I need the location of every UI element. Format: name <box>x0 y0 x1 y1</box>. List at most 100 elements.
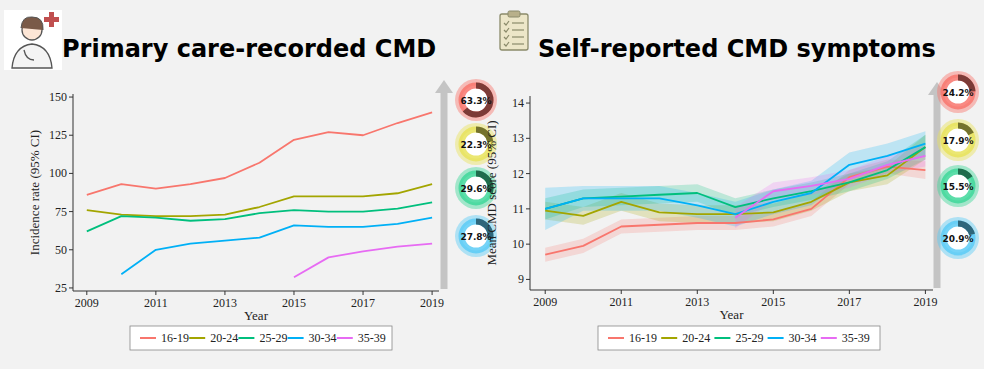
legend-label: 35-39 <box>842 331 870 345</box>
x-tick <box>86 291 87 295</box>
x-tick <box>849 290 850 294</box>
icon-hair <box>21 17 43 30</box>
y-tick-label: 9 <box>518 272 524 286</box>
icon-check <box>504 42 509 46</box>
x-tick <box>621 290 622 294</box>
icon-stethoscope <box>24 50 34 60</box>
donut-label: 20.9% <box>942 234 973 244</box>
series-line <box>545 147 925 216</box>
legend-swatch <box>714 337 730 339</box>
y-tick <box>69 135 73 136</box>
percent-donut: 24.2% <box>937 71 979 113</box>
x-tick <box>224 291 225 295</box>
plot-area <box>545 131 925 262</box>
legend-label: 25-29 <box>735 331 763 345</box>
donut-bg <box>937 71 979 113</box>
percent-donut: 15.5% <box>937 165 979 207</box>
ci-band <box>545 131 925 230</box>
legend-swatch <box>189 337 205 339</box>
x-tick <box>293 291 294 295</box>
x-axis-line <box>73 291 439 292</box>
y-axis-line <box>530 96 531 290</box>
series-line <box>294 244 432 278</box>
y-axis-title: Incidence rate (95% CI) <box>27 130 42 255</box>
x-axis-title: Year <box>244 308 269 323</box>
icon-line <box>512 36 524 37</box>
doctor-icon <box>4 10 62 70</box>
plot-area <box>87 112 432 277</box>
x-tick-label: 2013 <box>685 295 709 309</box>
x-tick <box>432 291 433 295</box>
x-tick <box>363 291 364 295</box>
y-tick-label: 25 <box>55 281 67 295</box>
icon-clip <box>508 11 520 17</box>
legend-swatch <box>238 337 254 339</box>
y-tick <box>526 244 530 245</box>
chart: Self-reported CMD symptoms91011121314200… <box>484 11 979 350</box>
icon-body <box>12 44 52 68</box>
y-tick <box>69 287 73 288</box>
y-tick <box>526 173 530 174</box>
x-tick-label: 2009 <box>533 295 557 309</box>
y-tick <box>69 249 73 250</box>
donut-label: 24.2% <box>942 88 973 98</box>
donut-bg <box>937 165 979 207</box>
legend-swatch <box>288 337 304 339</box>
x-tick <box>545 290 546 294</box>
clipboard-icon <box>500 11 528 50</box>
icon-cross <box>44 12 59 27</box>
legend-label: 25-29 <box>259 331 287 345</box>
y-tick <box>526 138 530 139</box>
x-tick-label: 2011 <box>144 296 168 310</box>
legend-swatch <box>140 337 156 339</box>
x-tick <box>155 291 156 295</box>
y-tick-label: 13 <box>512 131 524 145</box>
icon-line <box>512 29 524 30</box>
x-tick-label: 2011 <box>609 295 633 309</box>
y-tick-label: 12 <box>512 167 524 181</box>
donut-label: 17.9% <box>942 136 973 146</box>
percent-donut: 17.9% <box>937 119 979 161</box>
x-tick-label: 2015 <box>282 296 306 310</box>
legend: 16-1920-2425-2930-3435-39 <box>130 326 392 350</box>
x-tick-label: 2019 <box>420 296 444 310</box>
legend-label: 16-19 <box>161 331 189 345</box>
chart: Primary care-recorded CMD255075100125150… <box>4 10 497 350</box>
y-tick-label: 75 <box>55 205 67 219</box>
series-line <box>121 218 432 275</box>
y-tick-label: 10 <box>512 237 524 251</box>
icon-check <box>504 21 509 25</box>
x-tick <box>773 290 774 294</box>
percent-donut: 20.9% <box>937 217 979 259</box>
series-line <box>87 112 432 194</box>
y-tick-label: 125 <box>49 128 67 142</box>
legend-label: 20-24 <box>682 331 710 345</box>
series-line <box>87 202 432 231</box>
y-axis-line <box>73 94 74 291</box>
x-tick-label: 2017 <box>837 295 861 309</box>
y-tick <box>526 103 530 104</box>
legend-swatch <box>821 337 837 339</box>
x-tick <box>925 290 926 294</box>
icon-board <box>500 14 528 50</box>
donut-label: 63.3% <box>460 96 491 106</box>
x-tick-label: 2019 <box>913 295 937 309</box>
series-line <box>545 147 925 209</box>
legend-swatch <box>661 337 677 339</box>
y-tick-label: 14 <box>512 96 524 110</box>
icon-check <box>504 28 509 32</box>
icon-line <box>512 22 524 23</box>
donut-bg <box>937 217 979 259</box>
trend-arrow-shaft <box>441 92 448 289</box>
legend-label: 20-24 <box>210 331 238 345</box>
page: Primary care-recorded CMD255075100125150… <box>0 0 984 369</box>
percent-donut: 63.3% <box>455 79 497 121</box>
y-tick-label: 11 <box>512 202 524 216</box>
legend-label: 30-34 <box>309 331 337 345</box>
y-tick <box>69 211 73 212</box>
y-tick <box>69 173 73 174</box>
y-axis-title: Mean CMD score (95% CI) <box>484 120 499 265</box>
x-tick-label: 2017 <box>351 296 375 310</box>
x-axis-line <box>530 290 933 291</box>
y-tick-label: 50 <box>55 243 67 257</box>
